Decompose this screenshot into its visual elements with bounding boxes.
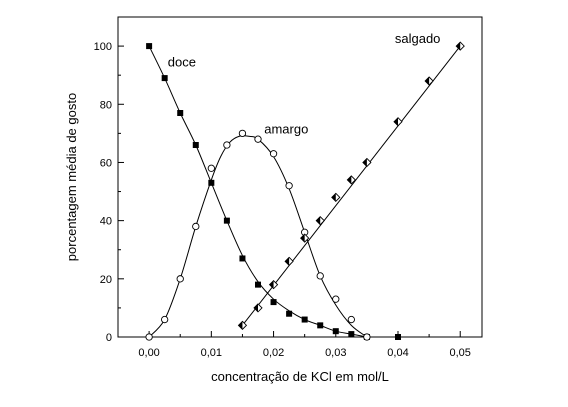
data-point xyxy=(424,76,434,86)
data-point xyxy=(363,333,371,341)
series-line-0 xyxy=(148,45,367,338)
y-tick-label: 80 xyxy=(100,99,112,111)
y-tick-label: 40 xyxy=(100,216,112,228)
data-point xyxy=(255,281,261,288)
data-point xyxy=(300,233,310,243)
data-point xyxy=(455,41,465,51)
data-point xyxy=(161,315,169,324)
fit-curves xyxy=(148,45,461,338)
data-point xyxy=(223,217,230,224)
data-point xyxy=(270,299,277,306)
data-point xyxy=(192,222,200,231)
data-point xyxy=(316,272,324,280)
y-tick-label: 100 xyxy=(94,41,112,53)
x-tick-label: 0,05 xyxy=(450,347,471,359)
data-point xyxy=(284,256,294,267)
x-axis: 0,00 0,01 0,02 0,03 0,04 0,05 xyxy=(117,331,471,359)
y-tick-label: 20 xyxy=(100,274,112,286)
data-point xyxy=(317,322,324,329)
series-line-2 xyxy=(242,45,461,326)
series-labels: doce amargo salgado xyxy=(168,31,441,136)
data-point xyxy=(286,310,293,317)
series-label-1: amargo xyxy=(264,121,308,136)
data-point xyxy=(208,179,215,186)
data-point xyxy=(393,117,403,127)
data-point xyxy=(301,316,308,323)
plot-frame xyxy=(117,16,483,338)
y-axis-title: porcentagem média de gosto xyxy=(64,93,79,261)
data-point xyxy=(332,295,340,303)
x-tick-label: 0,04 xyxy=(387,347,408,359)
data-point xyxy=(254,135,262,143)
series-label-0: doce xyxy=(168,54,196,69)
data-point xyxy=(347,315,355,324)
data-point xyxy=(268,279,279,290)
x-tick-label: 0,02 xyxy=(263,347,284,359)
data-point xyxy=(332,328,339,335)
y-axis: 0 20 40 60 80 100 xyxy=(94,41,124,344)
x-tick-label: 0,00 xyxy=(138,347,159,359)
data-point xyxy=(238,129,247,138)
data-point xyxy=(348,331,355,338)
data-point xyxy=(237,320,248,331)
data-point xyxy=(207,164,215,172)
data-point xyxy=(253,303,263,313)
y-tick-label: 60 xyxy=(100,157,112,169)
data-points xyxy=(145,41,465,341)
x-tick-label: 0,01 xyxy=(201,347,222,359)
series-line-1 xyxy=(148,135,368,338)
data-point xyxy=(146,43,153,50)
x-tick-label: 0,03 xyxy=(325,347,346,359)
data-point xyxy=(395,334,401,340)
data-point xyxy=(239,255,246,262)
data-point xyxy=(161,75,168,82)
series-label-2: salgado xyxy=(395,31,441,46)
data-point xyxy=(177,110,184,116)
x-axis-title: concentração de KCl em mol/L xyxy=(211,369,389,384)
data-point xyxy=(176,275,184,283)
data-point xyxy=(362,157,372,168)
data-point xyxy=(315,215,325,226)
y-tick-label: 0 xyxy=(106,332,112,344)
data-point xyxy=(269,150,278,158)
data-point xyxy=(192,142,199,148)
data-point xyxy=(223,141,231,149)
data-point xyxy=(346,175,356,185)
data-point xyxy=(331,192,341,203)
data-point xyxy=(145,333,153,341)
data-point xyxy=(285,182,293,190)
